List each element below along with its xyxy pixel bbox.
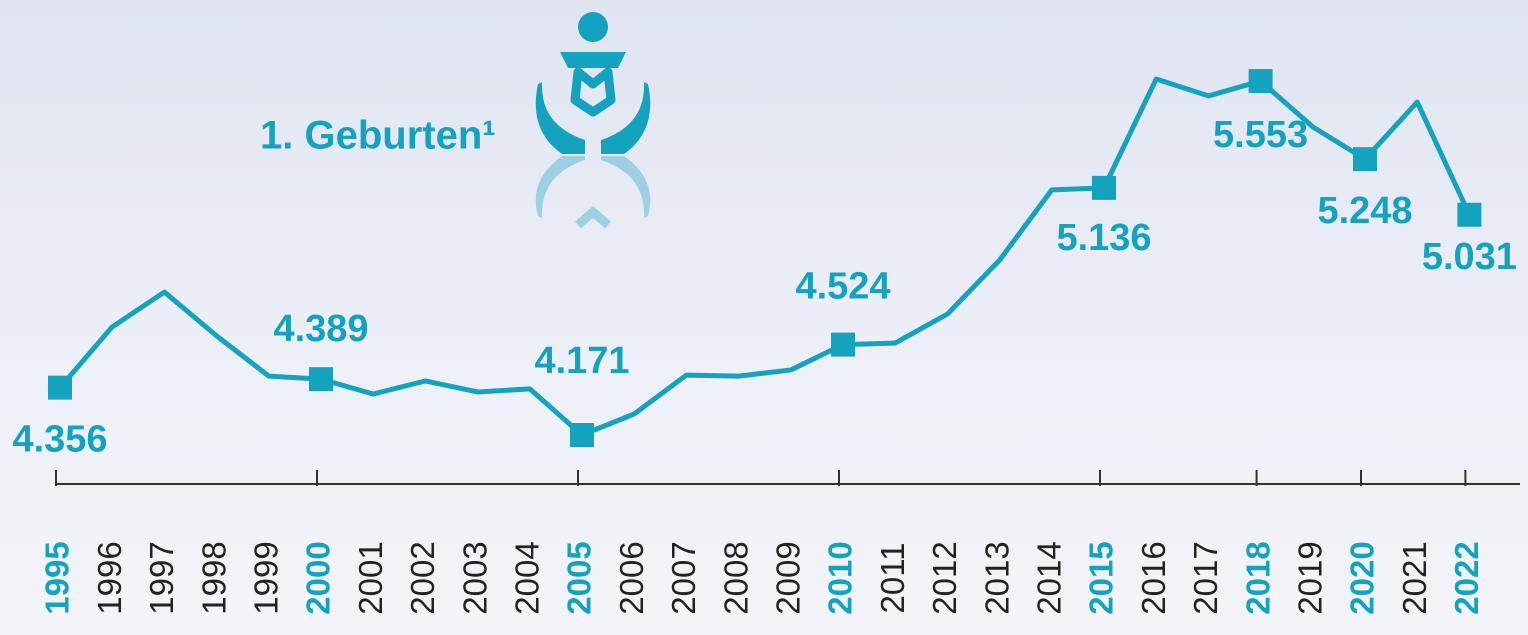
x-tick-label: 2017	[1187, 541, 1224, 614]
x-tick-label: 2015	[1083, 541, 1120, 614]
data-label: 5.136	[1056, 217, 1151, 259]
marker	[831, 332, 855, 357]
x-tick-label: 2019	[1292, 541, 1329, 614]
marker	[1092, 175, 1116, 200]
x-tick-label: 2003	[456, 541, 493, 614]
x-tick-label: 2006	[613, 541, 650, 614]
x-tick-label: 2020	[1344, 541, 1381, 614]
x-tick-label: 2016	[1135, 541, 1172, 614]
baby-icon-reflection	[535, 156, 651, 229]
x-tick-label: 2008	[717, 541, 754, 614]
x-tick-label: 2005	[561, 541, 598, 614]
x-tick-label: 2018	[1239, 541, 1276, 614]
chart-title: 1. Geburten¹	[260, 114, 496, 158]
x-tick-label: 2007	[665, 541, 702, 614]
marker	[1353, 147, 1377, 172]
x-tick-label: 2014	[1031, 541, 1068, 614]
line	[58, 76, 1472, 438]
x-tick-label: 1998	[195, 541, 232, 614]
data-label: 4.356	[12, 419, 107, 461]
data-label: 4.524	[795, 266, 890, 308]
x-tick-label: 2021	[1396, 541, 1433, 614]
data-label: 5.248	[1317, 190, 1412, 232]
data-label: 5.553	[1213, 114, 1308, 156]
x-tick-label: 2011	[874, 543, 911, 614]
baby-icon	[535, 12, 651, 154]
x-tick-label: 2002	[404, 541, 441, 614]
marker	[48, 375, 72, 400]
x-tick-label: 2013	[978, 541, 1015, 614]
marker	[309, 367, 333, 392]
data-label: 4.389	[273, 308, 368, 350]
x-tick-label: 2000	[300, 541, 337, 614]
marker	[1248, 69, 1273, 94]
x-tick-label: 1997	[143, 541, 180, 614]
x-tick-label: 2022	[1448, 541, 1485, 614]
x-tick-label: 2004	[509, 541, 546, 614]
x-tick-label: 1995	[39, 541, 76, 614]
x-tick-label: 2001	[352, 541, 389, 614]
x-tick-label: 1996	[91, 541, 128, 614]
x-tick-label: 2010	[822, 541, 859, 614]
x-tick-label: 2009	[770, 541, 807, 614]
data-label: 5.031	[1422, 236, 1517, 278]
x-tick-label: 1999	[248, 541, 285, 614]
marker	[1457, 202, 1482, 227]
data-label: 4.171	[534, 340, 629, 382]
x-tick-label: 2012	[926, 541, 963, 614]
marker	[570, 423, 594, 447]
